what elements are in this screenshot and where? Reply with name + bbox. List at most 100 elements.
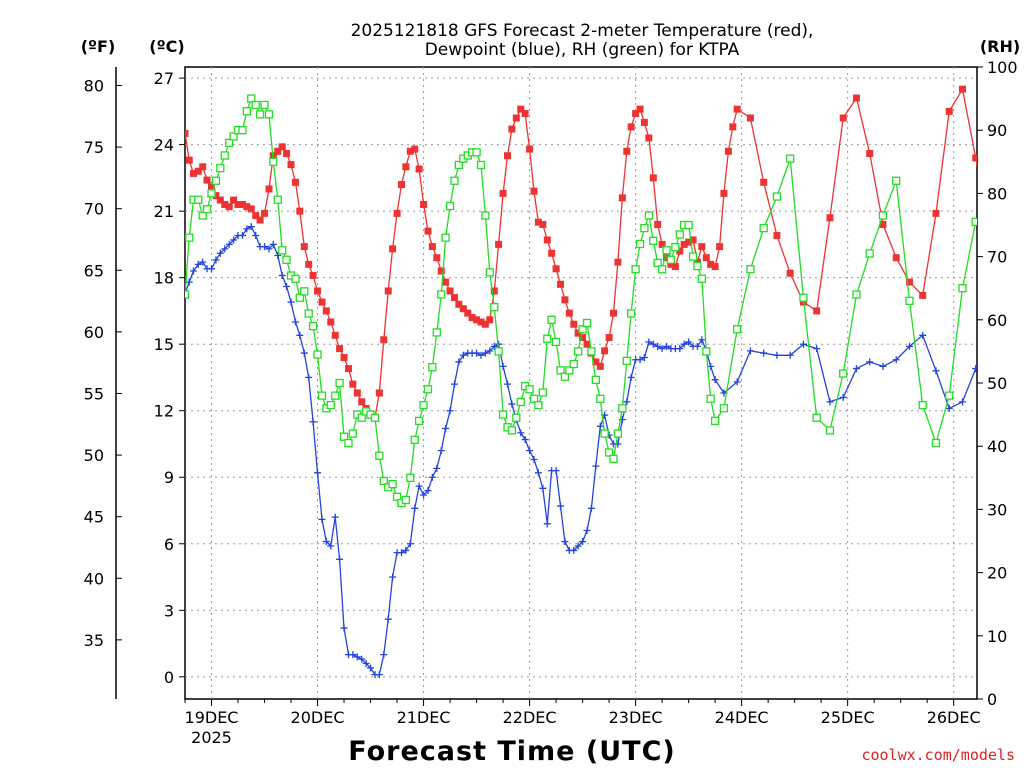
- rh-point: [454, 160, 464, 170]
- temperature-point: [358, 398, 366, 406]
- rh-point: [825, 426, 835, 435]
- temperature-point: [654, 220, 662, 228]
- temperature-point: [852, 94, 860, 102]
- temperature-point: [702, 254, 710, 262]
- rh-point: [207, 189, 216, 198]
- rh-point: [534, 400, 543, 410]
- rh-point: [357, 413, 366, 422]
- temperature-point: [958, 85, 966, 93]
- dewpoint-point: [879, 362, 887, 370]
- temperature-point: [473, 316, 481, 324]
- celsius-unit-label: (ºC): [149, 37, 184, 56]
- rh-series: [185, 94, 992, 508]
- rh-point: [759, 224, 768, 233]
- x-tick-label: 25DEC: [821, 708, 875, 727]
- dewpoint-point: [579, 538, 587, 546]
- dewpoint-point: [958, 398, 966, 406]
- rh-point: [693, 261, 702, 271]
- temperature-point: [579, 334, 587, 342]
- x-tick-label: 24DEC: [715, 708, 769, 727]
- rh-tick-label: 30: [987, 500, 1007, 519]
- temperature-point: [561, 296, 569, 304]
- temperature-point: [711, 263, 719, 271]
- rh-point: [247, 94, 256, 103]
- rh-point: [684, 220, 693, 230]
- rh-point: [710, 416, 720, 426]
- rh-point: [640, 224, 649, 233]
- dewpoint-point: [786, 351, 794, 359]
- dewpoint-point: [358, 655, 366, 663]
- temperature-point: [614, 258, 622, 266]
- dewpoint-point: [455, 358, 463, 366]
- rh-point: [578, 325, 587, 334]
- rh-point: [547, 315, 556, 324]
- temperature-point: [185, 156, 193, 164]
- rh-point: [264, 110, 274, 119]
- rh-point: [688, 252, 698, 261]
- temperature-point: [451, 294, 459, 302]
- dewpoint-point: [331, 513, 339, 521]
- rh-point: [613, 429, 623, 438]
- dewpoint-point: [274, 251, 282, 259]
- temperature-point: [428, 243, 436, 251]
- temperature-point: [671, 263, 679, 271]
- rh-point: [931, 438, 941, 448]
- rh-point: [304, 309, 313, 318]
- dewpoint-point: [574, 542, 582, 550]
- temperature-point: [565, 309, 573, 317]
- temperature-point: [305, 260, 313, 268]
- dewpoint-point: [208, 265, 216, 273]
- dewpoint-point: [314, 469, 322, 477]
- temperature-point: [636, 105, 644, 113]
- dewpoint-point: [866, 358, 874, 366]
- dewpoint-point: [349, 651, 357, 659]
- rh-point: [905, 296, 914, 305]
- dewpoint-point: [693, 342, 701, 350]
- temperature-point: [406, 147, 414, 155]
- dewpoint-point: [420, 491, 428, 499]
- fahrenheit-tick-label: 35: [84, 631, 104, 650]
- series-clip-group: [185, 85, 992, 679]
- temperature-point: [433, 254, 441, 262]
- temperature-point: [477, 318, 485, 326]
- rh-point: [238, 126, 247, 135]
- dewpoint-point: [685, 338, 693, 346]
- rh-point: [702, 347, 711, 356]
- temperature-point: [389, 245, 397, 253]
- temperature-point: [574, 329, 582, 337]
- temperature-point: [442, 278, 450, 286]
- x-tick-label: 19DEC: [185, 708, 239, 727]
- dewpoint-point: [583, 526, 591, 534]
- dewpoint-point: [212, 256, 220, 264]
- data-series: [185, 85, 992, 679]
- dewpoint-point: [711, 376, 719, 384]
- temperature-point: [283, 149, 291, 157]
- temperature-point: [530, 187, 538, 195]
- dewpoint-point: [424, 487, 432, 495]
- dewpoint-point: [636, 356, 644, 364]
- rh-point: [918, 400, 927, 410]
- temperature-point: [689, 236, 697, 244]
- temperature-point: [557, 280, 565, 288]
- dewpoint-point: [839, 393, 847, 401]
- temperature-point: [667, 260, 675, 268]
- rh-point: [410, 435, 419, 445]
- dewpoint-point: [587, 504, 595, 512]
- rh-point: [596, 394, 605, 403]
- temperature-point: [344, 365, 352, 373]
- rh-point: [985, 234, 992, 241]
- dewpoint-point: [216, 249, 224, 257]
- rh-point: [278, 246, 287, 255]
- dewpoint-point: [645, 338, 653, 346]
- temperature-point: [212, 192, 220, 200]
- rh-point: [892, 176, 901, 185]
- chart-title-line-1: 2025121818 GFS Forecast 2-meter Temperat…: [351, 21, 814, 41]
- dewpoint-point: [287, 298, 295, 306]
- fahrenheit-tick-label: 70: [84, 200, 104, 219]
- dewpoint-point: [663, 342, 671, 350]
- temperature-point: [680, 240, 688, 248]
- temperature-point: [353, 389, 361, 397]
- rh-point: [317, 391, 327, 400]
- fahrenheit-tick-label: 55: [84, 384, 104, 403]
- temperature-point: [663, 254, 671, 262]
